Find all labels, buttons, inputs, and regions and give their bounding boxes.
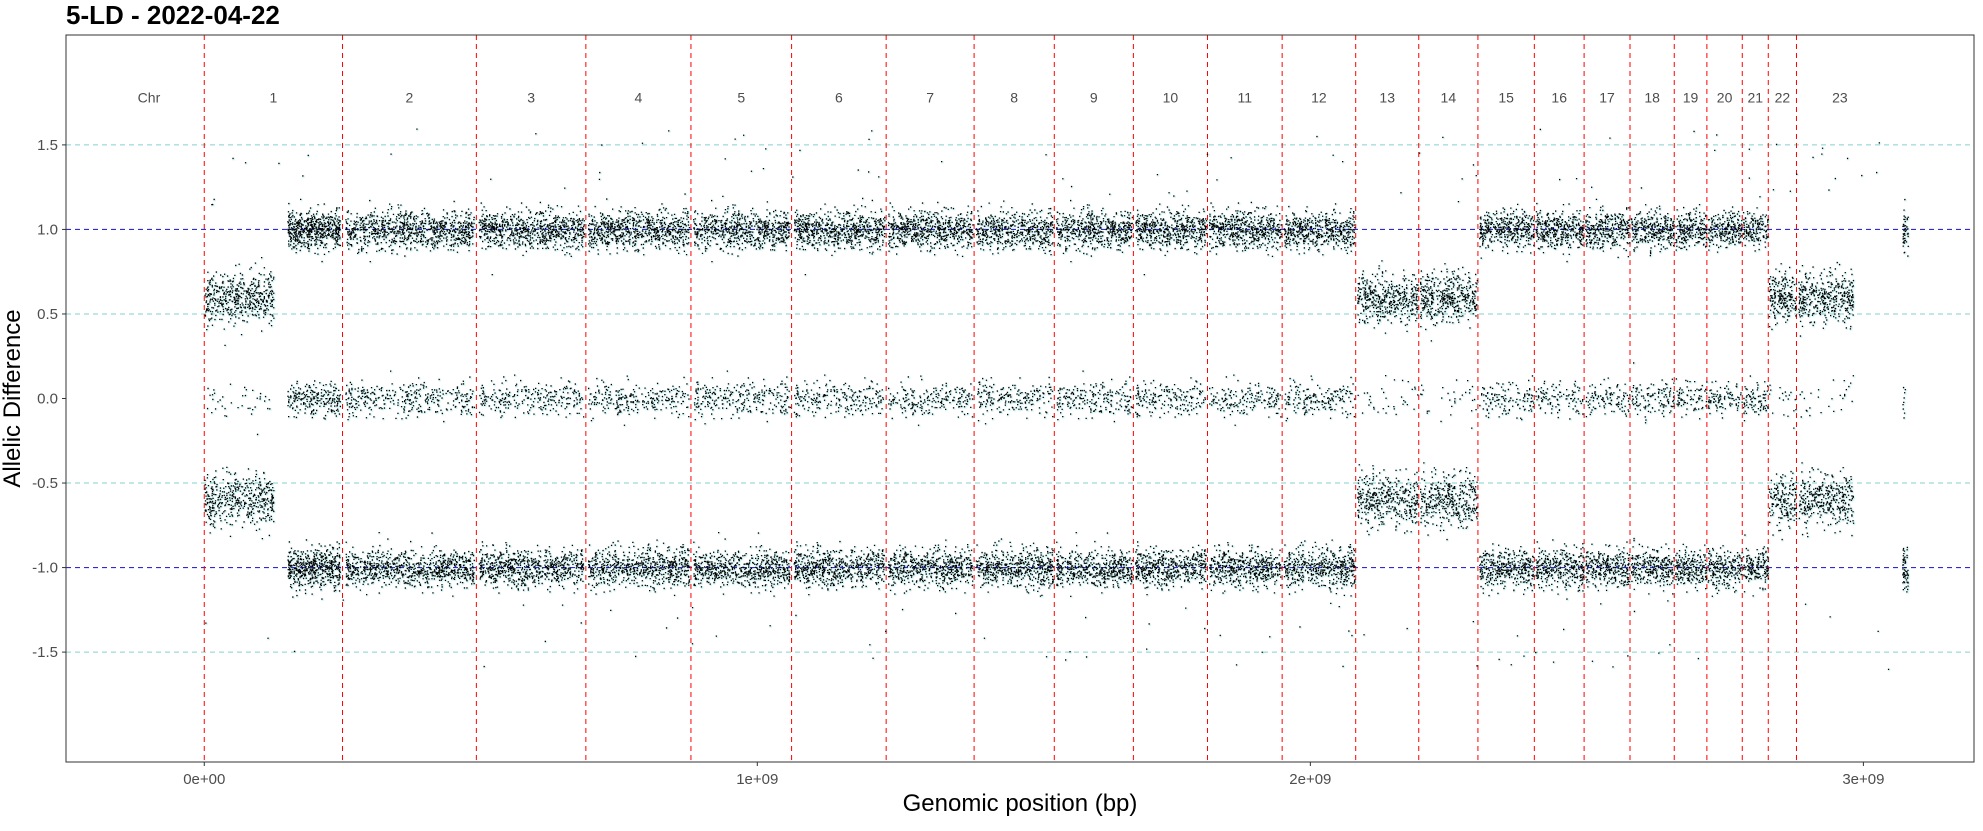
- points-halo: [204, 128, 1911, 672]
- chromosome-label: 2: [406, 90, 414, 106]
- y-tick-label: 1.0: [37, 221, 58, 238]
- x-tick-label: 2e+09: [1289, 771, 1331, 788]
- y-tick-label: -1.0: [32, 560, 58, 577]
- y-tick-label: -0.5: [32, 475, 58, 492]
- y-tick-label: 0.0: [37, 391, 58, 408]
- data-points-layer: [204, 128, 1909, 670]
- x-axis-title: Genomic position (bp): [903, 790, 1138, 817]
- chromosome-label: 3: [527, 90, 535, 106]
- chromosome-label: 14: [1441, 90, 1457, 106]
- chart-title: 5-LD - 2022-04-22: [66, 0, 280, 30]
- chromosome-label: 17: [1599, 90, 1615, 106]
- chromosome-label: 23: [1832, 90, 1848, 106]
- axes-layer: -1.5 -1.0 -0.5 0.0 0.5 1.0 1.5 0e+00 1e+09 2e+09 3…: [32, 137, 1884, 788]
- chromosome-label: 11: [1238, 90, 1253, 106]
- y-tick-label: -1.5: [32, 644, 58, 661]
- chromosome-label: 16: [1551, 90, 1567, 106]
- points-halo-layer: [204, 128, 1911, 672]
- chromosome-boundaries-layer: [203, 35, 1797, 762]
- x-tick-label: 0e+00: [183, 771, 225, 788]
- chromosome-label: 12: [1311, 90, 1327, 106]
- chromosome-label: 4: [635, 90, 643, 106]
- chromosome-label: 7: [926, 90, 934, 106]
- y-tick-label: 0.5: [37, 306, 58, 323]
- chromosome-label: 20: [1717, 90, 1733, 106]
- chromosome-label: 5: [737, 90, 745, 106]
- chromosome-labels-layer: Chr 1 2 3 4 5 6 7 8 9 10 11 12 13 14 15 16 17 18 19 20 21 22 23: [138, 90, 1848, 106]
- chromosome-label: 18: [1644, 90, 1660, 106]
- chromosome-label: 10: [1163, 90, 1179, 106]
- chromosome-label: 15: [1498, 90, 1514, 106]
- chromosome-label: 9: [1090, 90, 1098, 106]
- y-axis-title: Allelic Difference: [0, 309, 26, 487]
- x-tick-label: 3e+09: [1842, 771, 1884, 788]
- chromosome-label: 6: [835, 90, 843, 106]
- chromosome-header-label: Chr: [138, 90, 161, 106]
- chromosome-label: 1: [269, 90, 277, 106]
- y-tick-label: 1.5: [37, 137, 58, 154]
- chromosome-label: 22: [1775, 90, 1791, 106]
- chromosome-label: 13: [1379, 90, 1395, 106]
- x-tick-label: 1e+09: [736, 771, 778, 788]
- chromosome-label: 8: [1010, 90, 1018, 106]
- data-points: [204, 128, 1909, 670]
- chromosome-label: 19: [1683, 90, 1699, 106]
- chromosome-label: 21: [1747, 90, 1763, 106]
